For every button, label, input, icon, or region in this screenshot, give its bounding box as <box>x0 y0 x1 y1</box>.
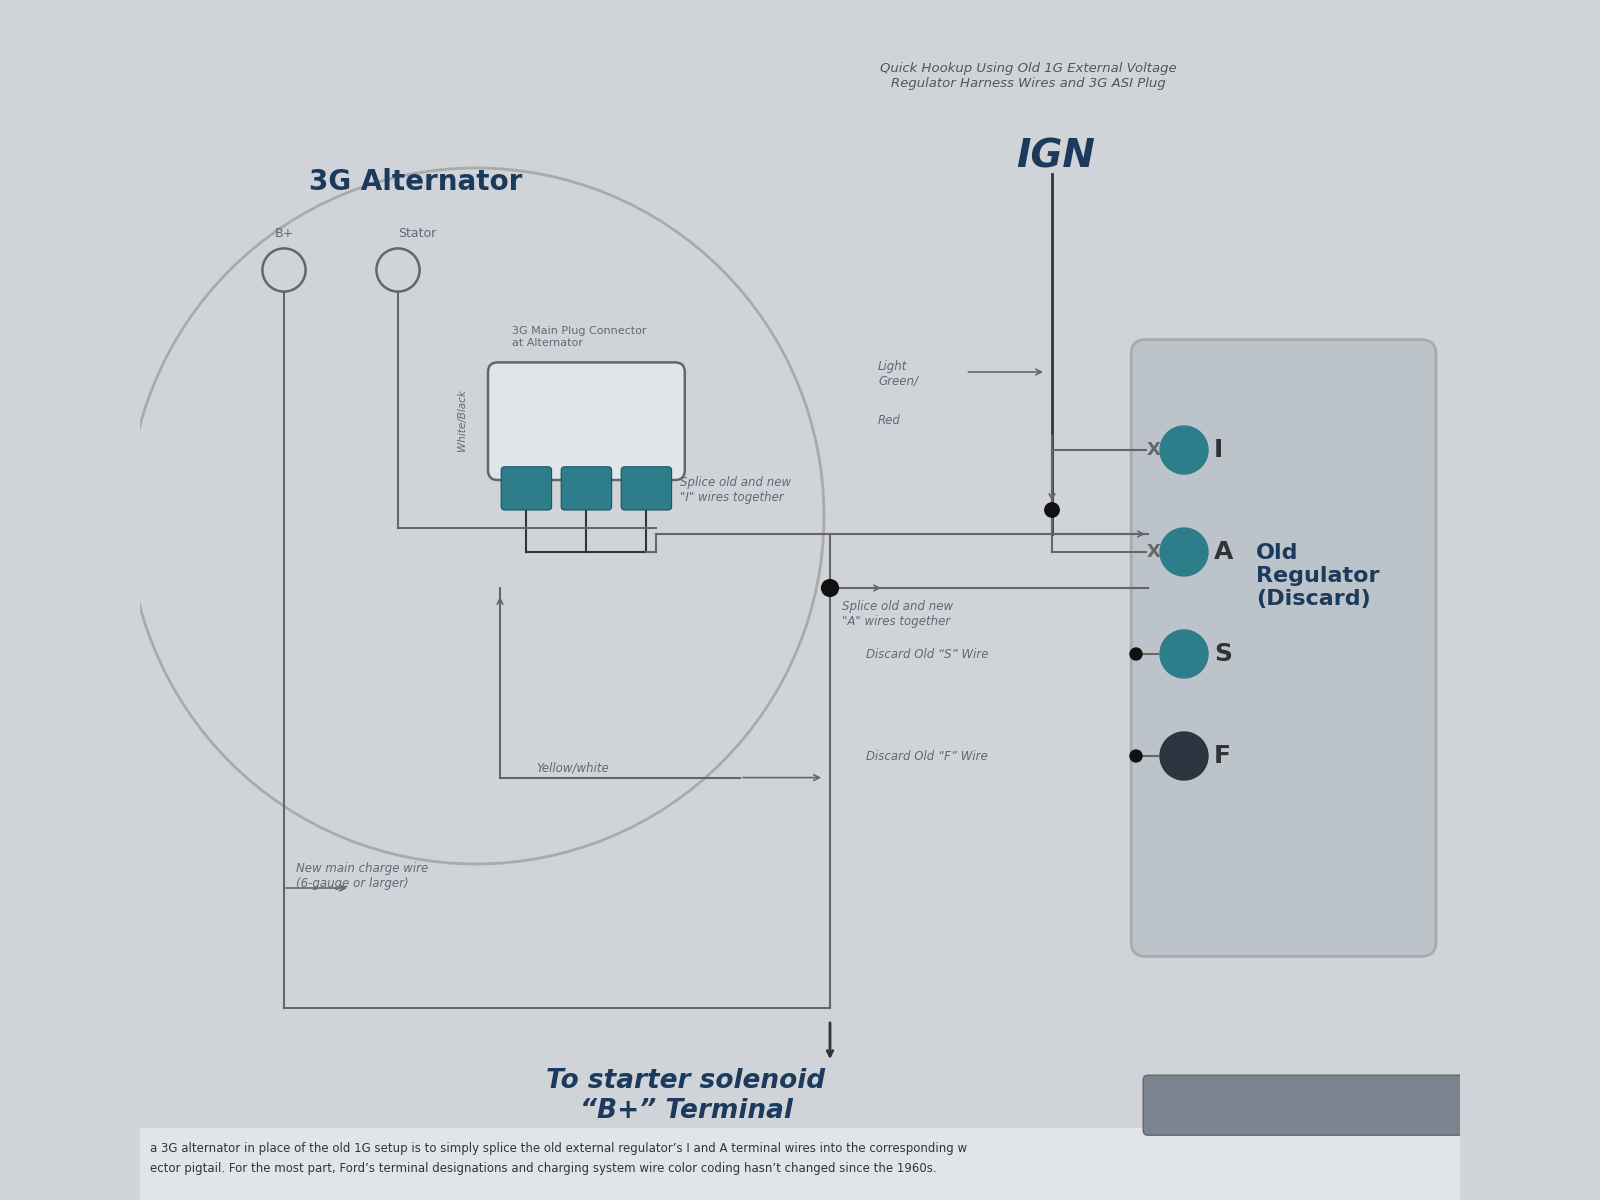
Text: F: F <box>1214 744 1230 768</box>
Text: X: X <box>1147 440 1162 458</box>
Circle shape <box>1160 630 1208 678</box>
Circle shape <box>1130 750 1142 762</box>
Text: Stator: Stator <box>398 227 437 240</box>
Circle shape <box>1160 426 1208 474</box>
Circle shape <box>822 580 838 596</box>
Text: Quick Hookup Using Old 1G External Voltage
Regulator Harness Wires and 3G ASI Pl: Quick Hookup Using Old 1G External Volta… <box>880 62 1176 90</box>
Bar <box>139 1128 1461 1200</box>
Circle shape <box>1160 732 1208 780</box>
FancyBboxPatch shape <box>621 467 672 510</box>
Text: Discard Old “F” Wire: Discard Old “F” Wire <box>866 750 987 762</box>
Text: IGN: IGN <box>1016 138 1094 176</box>
Text: New main charge wire
(6-gauge or larger): New main charge wire (6-gauge or larger) <box>296 862 429 890</box>
FancyBboxPatch shape <box>501 467 552 510</box>
Circle shape <box>1045 503 1059 517</box>
FancyBboxPatch shape <box>488 362 685 480</box>
Circle shape <box>1160 528 1208 576</box>
Text: Yellow/white: Yellow/white <box>536 762 608 774</box>
Text: S: S <box>1214 642 1232 666</box>
Text: Discard Old “S” Wire: Discard Old “S” Wire <box>866 648 989 660</box>
Text: ector pigtail. For the most part, Ford’s terminal designations and charging syst: ector pigtail. For the most part, Ford’s… <box>149 1162 936 1175</box>
Text: Splice old and new
"I" wires together: Splice old and new "I" wires together <box>680 476 790 504</box>
Text: SEE ALL 31 PHOT: SEE ALL 31 PHOT <box>1250 1100 1358 1110</box>
Text: Old
Regulator
(Discard): Old Regulator (Discard) <box>1256 542 1379 610</box>
Text: 3G Main Plug Connector
at Alternator: 3G Main Plug Connector at Alternator <box>512 326 646 348</box>
Text: B+: B+ <box>274 227 294 240</box>
Text: Light
Green/: Light Green/ <box>878 360 918 388</box>
FancyBboxPatch shape <box>1142 1075 1466 1135</box>
Circle shape <box>1130 648 1142 660</box>
Text: To starter solenoid
“B+” Terminal: To starter solenoid “B+” Terminal <box>547 1068 826 1124</box>
Text: 3G Alternator: 3G Alternator <box>309 168 523 196</box>
Text: A: A <box>1214 540 1234 564</box>
Text: a 3G alternator in place of the old 1G setup is to simply splice the old externa: a 3G alternator in place of the old 1G s… <box>149 1142 966 1156</box>
Text: I: I <box>1214 438 1224 462</box>
Text: White/Black: White/Black <box>456 389 467 451</box>
Text: Splice old and new
"A" wires together: Splice old and new "A" wires together <box>842 600 954 628</box>
Text: Red: Red <box>878 414 901 427</box>
FancyBboxPatch shape <box>1131 340 1437 956</box>
Text: ASI: ASI <box>563 410 610 434</box>
Text: X: X <box>1147 542 1162 560</box>
FancyBboxPatch shape <box>562 467 611 510</box>
